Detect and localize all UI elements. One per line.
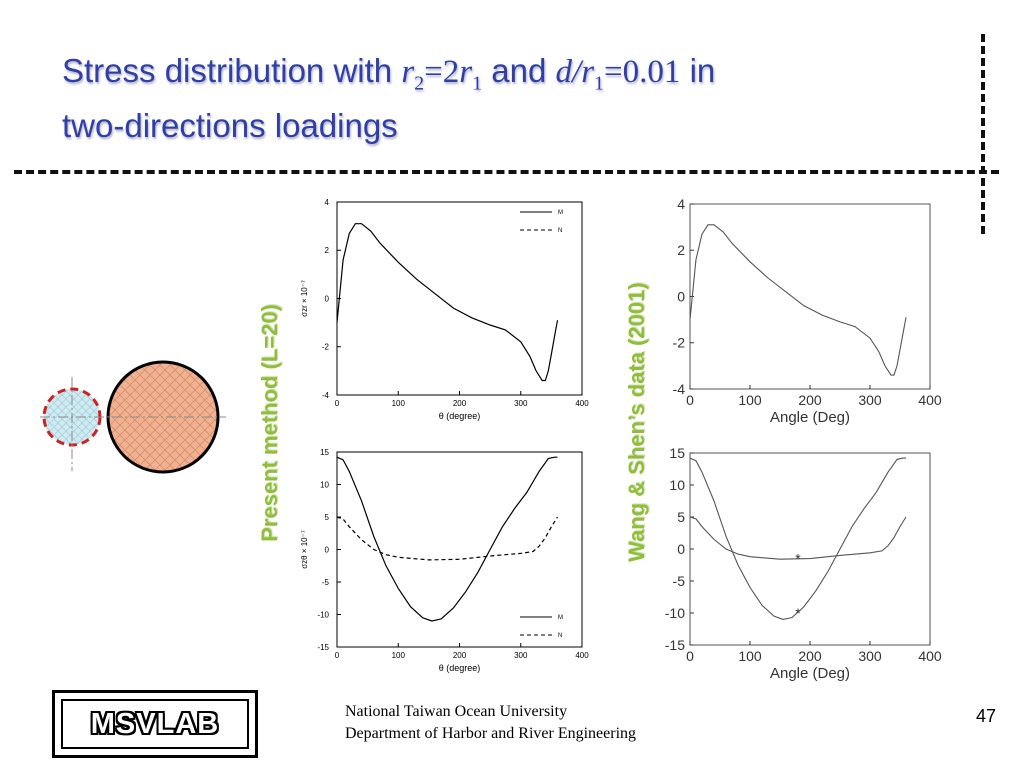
present-bottom-ytick-label: -15 xyxy=(317,643,329,652)
wang-top-xlabel: Angle (Deg) xyxy=(770,409,850,426)
present-bottom-xtick-label: 100 xyxy=(392,651,406,660)
wang-bottom-xtick-label: 300 xyxy=(858,648,882,664)
wang-bottom-marker-1: * xyxy=(795,551,801,567)
present-top-ytick-label: 2 xyxy=(325,246,330,255)
title-line-2: two-directions loadings xyxy=(62,106,398,144)
msvlab-logo: MSVLAB xyxy=(52,690,258,758)
present-bottom-chart: 0 100 200 300 400 -15 -10 -5 0 5 10 15 θ (degree) σzθ… xyxy=(300,448,589,673)
wang-bottom-xtick-label: 0 xyxy=(686,648,694,664)
wang-bottom-ytick-label: 15 xyxy=(669,445,685,461)
present-bottom-series-1 xyxy=(336,516,559,561)
wang-top-chart: 0 100 200 300 400 -4 -2 0 2 4 Angle (Deg) xyxy=(673,196,942,426)
present-bottom-xlabel: θ (degree) xyxy=(439,663,481,673)
present-top-xtick-label: 400 xyxy=(575,399,589,408)
present-top-ylabel: σzr × 10⁻⁷ xyxy=(300,280,309,317)
wang-top-ytick-label: 4 xyxy=(677,196,685,212)
present-top-xtick-label: 200 xyxy=(453,399,467,408)
title-sub-1: 1 xyxy=(472,72,483,95)
title-in: in xyxy=(680,52,716,89)
vertical-dashed-divider xyxy=(981,34,985,234)
present-bottom-ytick-label: 10 xyxy=(320,480,329,489)
wang-top-xtick-label: 200 xyxy=(798,392,822,408)
present-bottom-ytick-label: 15 xyxy=(320,448,329,457)
wang-shen-label: Wang & Shen’s data (2001) xyxy=(624,282,649,562)
title-r2: r xyxy=(401,54,415,90)
footer-department: Department of Harbor and River Engineeri… xyxy=(345,725,637,742)
present-bottom-ylabel: σzθ × 10⁻⁷ xyxy=(300,530,309,569)
present-top-ytick-label: 0 xyxy=(325,294,330,303)
present-method-label: Present method (L=20) xyxy=(257,304,282,542)
wang-top-xtick-label: 100 xyxy=(738,392,762,408)
wang-bottom-ytick-label: 0 xyxy=(677,541,685,557)
wang-bottom-xlabel: Angle (Deg) xyxy=(770,665,850,682)
wang-bottom-chart: 0 100 200 300 400 -15 -10 -5 0 5 10 15 Angle (Deg) * * xyxy=(665,445,942,682)
cylinder-diagram xyxy=(40,360,226,474)
horizontal-dashed-divider xyxy=(14,170,999,174)
wang-bottom-marker-0: * xyxy=(795,605,801,621)
wang-bottom-ytick-label: -5 xyxy=(673,573,686,589)
wang-top-xtick-label: 0 xyxy=(686,392,694,408)
wang-bottom-series-0 xyxy=(689,457,906,620)
present-bottom-ytick-label: -5 xyxy=(322,578,330,587)
title-text-1: Stress distribution with xyxy=(62,52,402,89)
present-top-chart: 0 100 200 300 400 -4 -2 0 2 4 θ (degree) σzr × 10⁻⁷… xyxy=(300,198,589,421)
present-top-series-0 xyxy=(336,223,559,382)
wang-bottom-ytick-label: -10 xyxy=(665,605,685,621)
title-r1: r xyxy=(459,54,473,90)
present-top-xtick-label: 300 xyxy=(514,399,528,408)
title-d-over-r: d/r xyxy=(555,54,595,90)
wang-bottom-series-1 xyxy=(689,516,907,560)
present-bottom-ytick-label: -10 xyxy=(317,610,329,619)
present-bottom-ytick-label: 0 xyxy=(325,545,330,554)
title-eq-2: =2 xyxy=(424,54,460,90)
present-top-ytick-label: -4 xyxy=(322,391,330,400)
wang-top-xtick-label: 400 xyxy=(918,392,942,408)
present-top-xlabel: θ (degree) xyxy=(439,411,481,421)
present-bottom-xtick-label: 300 xyxy=(514,651,528,660)
wang-top-xtick-label: 300 xyxy=(858,392,882,408)
wang-bottom-ytick-label: -15 xyxy=(665,637,685,653)
title-sub-2: 2 xyxy=(414,72,425,95)
wang-bottom-xtick-label: 400 xyxy=(918,648,942,664)
present-bottom-series-0 xyxy=(336,456,558,622)
wang-top-frame xyxy=(689,203,931,390)
present-top-frame xyxy=(336,201,583,396)
wang-bottom-ytick-label: 10 xyxy=(669,477,685,493)
wang-top-ytick-label: -2 xyxy=(673,335,686,351)
present-bottom-xtick-label: 0 xyxy=(335,651,340,660)
wang-top-ytick-label: 0 xyxy=(677,288,685,304)
present-top-xtick-label: 100 xyxy=(392,399,406,408)
present-top-ytick-label: -2 xyxy=(322,343,330,352)
present-bottom-ytick-label: 5 xyxy=(325,513,330,522)
page-number: 47 xyxy=(975,706,996,726)
title-sub-1b: 1 xyxy=(594,72,605,95)
present-bottom-legend-label-0: M xyxy=(558,615,563,621)
present-bottom-xtick-label: 200 xyxy=(453,651,467,660)
wang-bottom-ytick-label: 5 xyxy=(677,509,685,525)
slide-title: Stress distribution with r2=2r1 and d/r1… xyxy=(62,50,962,147)
title-eq-001: =0.01 xyxy=(604,54,681,90)
footer-university: National Taiwan Ocean University xyxy=(345,703,568,720)
title-and: and xyxy=(482,52,556,89)
footer-affiliation: National Taiwan Ocean University Departm… xyxy=(345,701,636,745)
wang-top-ytick-label: -4 xyxy=(673,381,686,397)
present-top-legend-label-0: M xyxy=(558,210,563,216)
present-top-ytick-label: 4 xyxy=(325,198,330,207)
wang-bottom-xtick-label: 100 xyxy=(738,648,762,664)
msvlab-logo-text: MSVLAB xyxy=(61,699,249,749)
wang-bottom-xtick-label: 200 xyxy=(798,648,822,664)
present-bottom-legend-label-1: N xyxy=(558,633,562,639)
wang-top-ytick-label: 2 xyxy=(677,242,685,258)
present-top-xtick-label: 0 xyxy=(335,399,340,408)
present-bottom-xtick-label: 400 xyxy=(575,651,589,660)
present-top-legend-label-1: N xyxy=(558,228,562,234)
wang-top-series-0 xyxy=(689,224,907,376)
